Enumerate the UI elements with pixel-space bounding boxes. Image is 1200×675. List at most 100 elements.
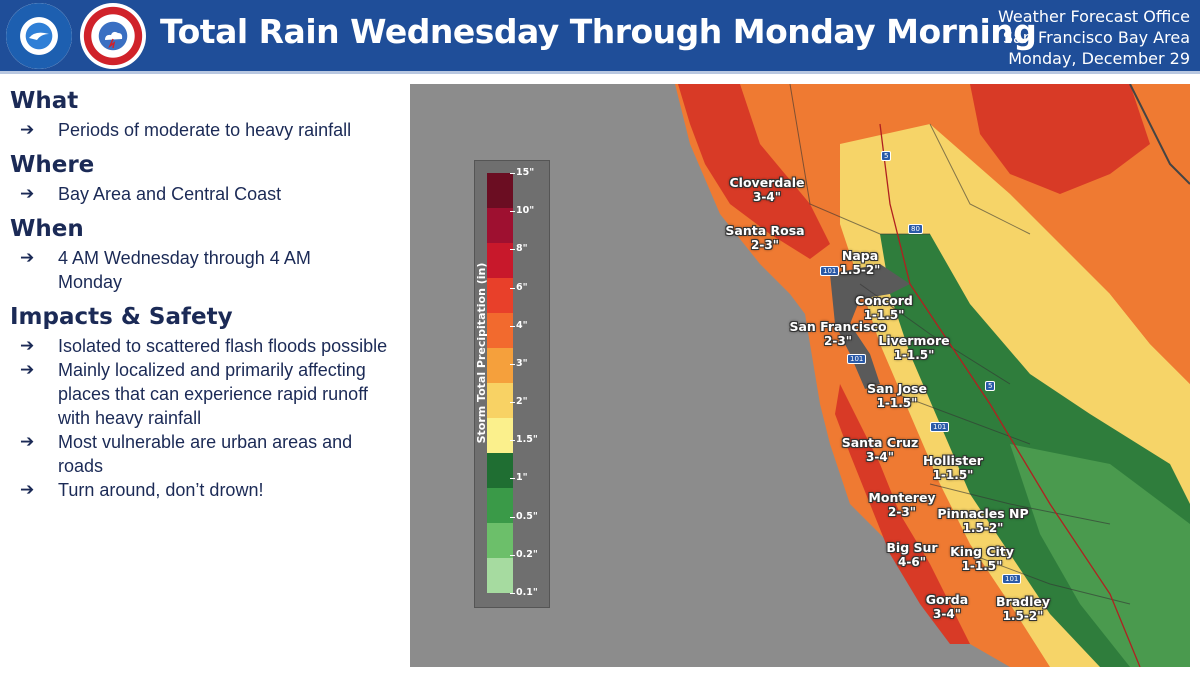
- legend-tick-label: 0.5": [510, 510, 538, 522]
- issue-date: Monday, December 29: [1008, 49, 1190, 68]
- bullet-text: Mainly localized and primarily affecting…: [58, 360, 368, 428]
- city-label: San Francisco 2-3": [789, 319, 887, 349]
- city-rain-amount: 1-1.5": [961, 559, 1003, 573]
- interstate-5: [879, 123, 1141, 667]
- city-label: Hollister 1-1.5": [923, 453, 983, 483]
- map-graphic: [675, 84, 1190, 667]
- city-label: Concord 1-1.5": [855, 293, 913, 323]
- state-line: [1129, 84, 1190, 185]
- section-what: What ➔ Periods of moderate to heavy rainf…: [0, 88, 400, 142]
- legend-color-bar: [487, 173, 513, 593]
- bullet-text: Turn around, don’t drown!: [58, 480, 264, 500]
- legend-swatch: [487, 523, 513, 558]
- page-title: Total Rain Wednesday Through Monday Morn…: [160, 12, 1037, 51]
- city-name: Santa Cruz: [841, 435, 919, 450]
- bullet-item: ➔ Most vulnerable are urban areas and roa…: [0, 430, 395, 478]
- city-label: Santa Rosa 2-3": [725, 224, 804, 253]
- city-rain-amount: 1.5-2": [839, 263, 881, 277]
- bullet-text: Most vulnerable are urban areas and road…: [58, 432, 353, 476]
- legend-swatch: [487, 243, 513, 278]
- section-heading: What: [10, 88, 79, 114]
- highway-shield-icon: 101: [820, 266, 840, 276]
- legend-swatch: [487, 208, 513, 243]
- city-label: Cloverdale 3-4": [730, 176, 805, 205]
- legend-swatch: [487, 348, 513, 383]
- office-info: Weather Forecast Office San Francisco Ba…: [998, 6, 1190, 69]
- legend-tick-label: 1.5": [510, 434, 538, 446]
- highway-shield-icon: 5: [985, 381, 996, 391]
- section-heading: Where: [10, 152, 95, 178]
- city-name: San Jose: [867, 381, 927, 396]
- city-rain-amount: 3-4": [933, 607, 961, 621]
- bullet-text: 4 AM Wednesday through 4 AM Monday: [58, 248, 311, 292]
- city-rain-amount: 3-4": [753, 190, 781, 204]
- highway-shield-icon: 101: [847, 354, 867, 364]
- legend-swatch: [487, 173, 513, 208]
- info-panel: What ➔ Periods of moderate to heavy rainf…: [0, 84, 400, 664]
- bay-water: [830, 264, 910, 389]
- city-rain-amount: 1.5-2": [962, 521, 1004, 535]
- noaa-logo: [6, 3, 72, 69]
- city-label: Livermore 1-1.5": [878, 333, 950, 363]
- legend-tick-label: 6": [510, 281, 528, 293]
- legend-tick-label: 1": [510, 472, 528, 484]
- legend-swatch: [487, 383, 513, 418]
- arrow-icon: ➔: [20, 360, 35, 379]
- city-rain-amount: 1-1.5": [876, 396, 918, 410]
- city-name: Pinnacles NP: [937, 506, 1029, 521]
- city-name: Concord: [855, 293, 913, 308]
- legend-swatch: [487, 418, 513, 453]
- city-name: Gorda: [925, 592, 969, 607]
- bullet-item: ➔ 4 AM Wednesday through 4 AM Monday: [0, 246, 370, 294]
- bullet-item: ➔ Bay Area and Central Coast: [0, 182, 395, 206]
- legend-swatch: [487, 278, 513, 313]
- city-rain-amount: 3-4": [866, 450, 894, 464]
- bullet-text: Periods of moderate to heavy rainfall: [58, 120, 352, 140]
- office-region: San Francisco Bay Area: [1002, 28, 1190, 47]
- highway-shield-icon: 101: [1002, 574, 1022, 584]
- city-name: Livermore: [878, 333, 950, 348]
- city-rain-amount: 4-6": [898, 555, 926, 569]
- nws-cloud-icon: [105, 31, 123, 48]
- city-name: Hollister: [923, 453, 983, 468]
- heavy-rain-north: [678, 84, 830, 259]
- arrow-icon: ➔: [20, 336, 35, 355]
- section-heading: When: [10, 216, 84, 242]
- section-where: Where ➔ Bay Area and Central Coast: [0, 152, 400, 206]
- city-name: Big Sur: [886, 540, 938, 555]
- office-name: Weather Forecast Office: [998, 7, 1190, 26]
- legend-tick-label: 4": [510, 319, 528, 331]
- bullet-text: Isolated to scattered flash floods possi…: [58, 336, 388, 356]
- precipitation-map: Storm Total Precipitation (in) 15" 10" 8" 6…: [410, 84, 1190, 667]
- city-label: Gorda 3-4": [925, 592, 969, 622]
- legend-tick-label: 2": [510, 396, 528, 408]
- legend-tick-label: 10": [509, 205, 535, 217]
- heavy-rain-northeast: [970, 84, 1150, 194]
- bullet-item: ➔ Isolated to scattered flash floods poss…: [0, 334, 395, 358]
- header-bar: Total Rain Wednesday Through Monday Morn…: [0, 0, 1200, 74]
- bullet-item: ➔ Turn around, don’t drown!: [0, 478, 395, 502]
- legend-tick-label: 0.1": [510, 587, 538, 598]
- city-rain-amount: 2-3": [888, 505, 916, 519]
- city-rain-amount: 2-3": [824, 334, 852, 348]
- city-label: Santa Cruz 3-4": [841, 435, 919, 465]
- city-label: Pinnacles NP 1.5-2": [937, 506, 1029, 536]
- city-label: Bradley 1.5-2": [996, 595, 1050, 624]
- legend-swatch: [487, 313, 513, 348]
- light-green-valley: [1010, 444, 1190, 667]
- city-rain-amount: 1-1.5": [863, 308, 905, 322]
- legend-tick-label: 15": [509, 167, 535, 178]
- city-name: San Francisco: [789, 319, 887, 334]
- city-rain-amount: 1-1.5": [932, 468, 974, 482]
- city-rain-amount: 1.5-2": [1002, 609, 1044, 623]
- arrow-icon: ➔: [20, 480, 35, 499]
- county-lines: [789, 84, 1131, 605]
- city-label: San Jose 1-1.5": [867, 381, 927, 411]
- city-rain-amount: 1-1.5": [893, 348, 935, 362]
- legend-swatch: [487, 453, 513, 488]
- noaa-bird-icon: [29, 32, 49, 40]
- city-name: King City: [950, 544, 1014, 559]
- highway-shield-icon: 101: [930, 422, 950, 432]
- city-name: Monterey: [868, 490, 936, 505]
- city-rain-amount: 2-3": [751, 238, 779, 252]
